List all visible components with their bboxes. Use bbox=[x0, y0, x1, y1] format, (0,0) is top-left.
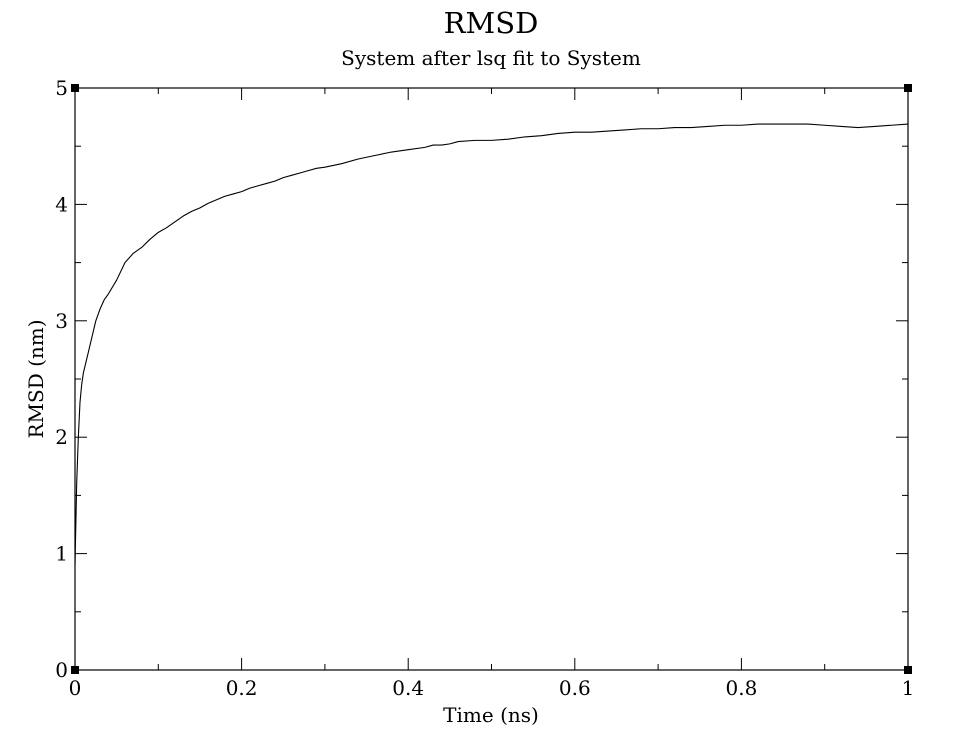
y-tick-label: 0 bbox=[55, 658, 68, 682]
x-tick-label: 0 bbox=[69, 676, 82, 700]
y-axis-label: RMSD (nm) bbox=[24, 319, 48, 438]
y-tick-label: 4 bbox=[55, 192, 68, 216]
x-tick-label: 0.2 bbox=[226, 676, 258, 700]
frame-corner-handle bbox=[71, 84, 79, 92]
y-tick-label: 3 bbox=[55, 309, 68, 333]
x-tick-label: 0.6 bbox=[559, 676, 591, 700]
rmsd-series-line bbox=[74, 123, 909, 566]
x-axis-label: Time (ns) bbox=[443, 703, 539, 727]
chart-title: RMSD bbox=[444, 6, 539, 40]
x-tick-label: 0.8 bbox=[725, 676, 757, 700]
chart-subtitle: System after lsq fit to System bbox=[341, 46, 641, 70]
y-tick-label: 5 bbox=[55, 76, 68, 100]
frame-corner-handle bbox=[904, 666, 912, 674]
y-tick-label: 2 bbox=[55, 425, 68, 449]
frame-corner-handle bbox=[904, 84, 912, 92]
y-tick-label: 1 bbox=[55, 542, 68, 566]
x-tick-label: 1 bbox=[902, 676, 915, 700]
frame-corner-handle bbox=[71, 666, 79, 674]
plot-frame bbox=[74, 87, 909, 671]
x-tick-label: 0.4 bbox=[392, 676, 424, 700]
